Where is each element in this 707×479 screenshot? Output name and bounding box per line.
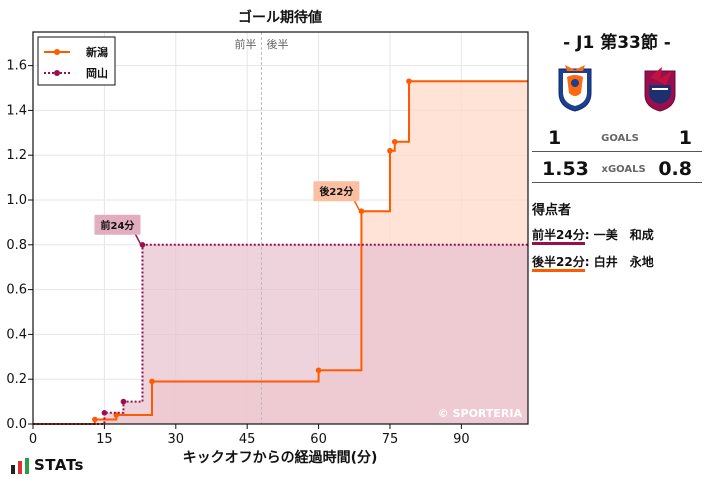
data-point bbox=[387, 147, 393, 154]
crests bbox=[532, 61, 702, 115]
xg-label: xGOALS bbox=[601, 163, 646, 175]
x-axis-ticks: 0 15 30 45 60 75 90 bbox=[29, 424, 470, 447]
series-lines bbox=[33, 78, 528, 425]
data-point bbox=[120, 398, 127, 405]
goals-row: 1 GOALS 1 bbox=[532, 123, 702, 152]
y-tick-label: 0.0 bbox=[6, 417, 27, 432]
y-tick-label: 0.2 bbox=[6, 372, 27, 387]
plot-border bbox=[32, 31, 529, 425]
fagiano-okayama-crest-icon bbox=[644, 67, 675, 112]
second-half-label: 後半 bbox=[266, 37, 288, 51]
home-goals: 1 bbox=[548, 127, 562, 149]
legend-marker bbox=[54, 49, 60, 55]
x-tick-label: 90 bbox=[453, 432, 470, 447]
scorer-item: 前半24分: 一美 和成 bbox=[532, 226, 702, 245]
legend-label: 岡山 bbox=[86, 66, 108, 80]
data-point bbox=[406, 78, 412, 85]
scorer-name: 白井 永地 bbox=[593, 255, 654, 269]
y-tick-label: 0.6 bbox=[6, 283, 27, 298]
data-point bbox=[315, 367, 322, 374]
scorers-title: 得点者 bbox=[532, 203, 572, 218]
scorer-time: 前半24分 bbox=[532, 229, 585, 245]
y-tick-label: 1.4 bbox=[6, 103, 27, 118]
scorer-name: 一美 和成 bbox=[593, 228, 654, 242]
match-summary: - J1 第33節 - 1 GOALS 1 1.53 xGOALS 0.8 得点… bbox=[532, 24, 702, 272]
stats-logo: STATs bbox=[10, 456, 84, 474]
annotations: 前24分 後22分 bbox=[94, 181, 361, 245]
area-fills bbox=[33, 81, 528, 424]
scorer-time: 後半22分 bbox=[532, 256, 585, 272]
data-point bbox=[101, 410, 108, 416]
annotation-label: 後22分 bbox=[319, 185, 353, 198]
x-tick-label: 60 bbox=[310, 432, 327, 447]
x-tick-label: 0 bbox=[29, 432, 37, 447]
y-axis-ticks: 0.0 0.2 0.4 0.6 0.8 1.0 1.2 1.4 1.6 bbox=[6, 59, 33, 432]
stats-bars-icon bbox=[11, 458, 29, 474]
away-goals: 1 bbox=[678, 127, 692, 149]
y-tick-label: 0.4 bbox=[6, 327, 27, 342]
watermark: © SPORTERIA bbox=[438, 407, 523, 420]
annotation-box bbox=[313, 181, 360, 202]
chart-title: ゴール期待値 bbox=[238, 9, 322, 26]
legend-marker bbox=[54, 70, 60, 76]
annotation-label: 前24分 bbox=[101, 219, 135, 232]
albirex-niigata-crest-icon bbox=[558, 65, 591, 112]
series-line-away bbox=[33, 243, 528, 425]
data-point bbox=[149, 378, 155, 385]
y-tick-label: 1.6 bbox=[6, 59, 27, 74]
data-point bbox=[391, 138, 398, 145]
xg-row: 1.53 xGOALS 0.8 bbox=[532, 152, 702, 183]
y-tick-label: 0.8 bbox=[6, 238, 27, 253]
legend-label: 新潟 bbox=[86, 45, 108, 59]
away-xg: 0.8 bbox=[658, 158, 692, 180]
home-xg: 1.53 bbox=[542, 158, 589, 180]
data-point bbox=[92, 416, 98, 423]
first-half-label: 前半 bbox=[234, 37, 256, 51]
legend-box bbox=[37, 36, 116, 86]
x-tick-label: 30 bbox=[168, 432, 185, 447]
plot-frame bbox=[32, 31, 529, 425]
match-title: - J1 第33節 - bbox=[563, 33, 671, 53]
annotation-box bbox=[94, 214, 141, 235]
area-away bbox=[33, 244, 528, 424]
x-tick-label: 15 bbox=[96, 432, 113, 447]
brand-text: STATs bbox=[34, 456, 84, 474]
goals-label: GOALS bbox=[601, 132, 639, 144]
x-axis-title: キックオフからの経過時間(分) bbox=[183, 449, 378, 466]
x-tick-label: 75 bbox=[382, 432, 399, 447]
x-tick-label: 45 bbox=[239, 432, 256, 447]
scorer-item: 後半22分: 白井 永地 bbox=[532, 253, 702, 272]
y-tick-label: 1.2 bbox=[6, 148, 27, 163]
half-time-marker: 前半 後半 bbox=[234, 32, 288, 424]
y-tick-label: 1.0 bbox=[6, 193, 27, 208]
